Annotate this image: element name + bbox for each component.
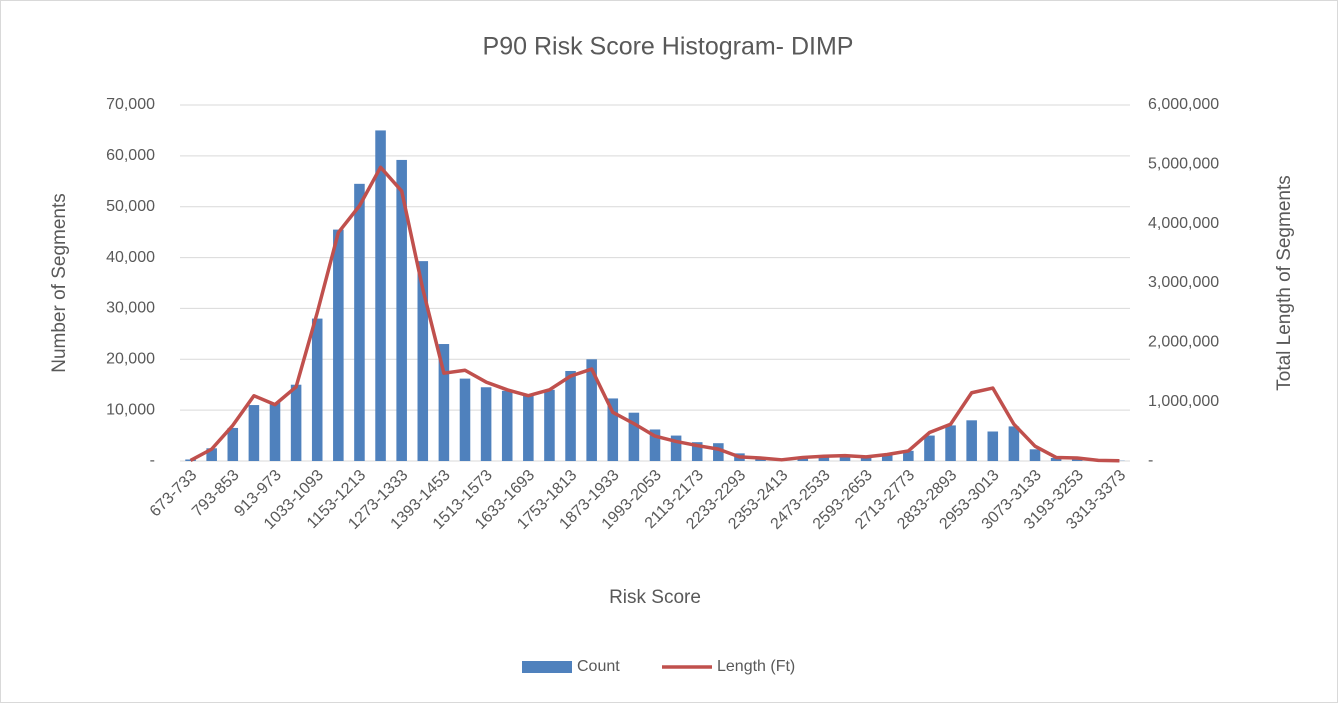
y-tick-label: 20,000: [106, 351, 155, 368]
y-tick-label: 10,000: [106, 401, 155, 418]
bar: [607, 398, 619, 461]
x-axis-title: Risk Score: [609, 587, 701, 608]
y2-tick-label: 4,000,000: [1148, 215, 1219, 232]
bar: [839, 455, 851, 461]
y-tick-label: 60,000: [106, 147, 155, 164]
bar: [966, 420, 977, 461]
bar: [565, 370, 576, 461]
bar: [501, 390, 513, 461]
bar: [903, 450, 914, 461]
bar: [354, 183, 365, 462]
bar: [333, 229, 344, 461]
bar: [691, 442, 703, 461]
bar: [459, 378, 471, 461]
bar: [269, 402, 281, 461]
bar: [924, 435, 935, 461]
y2-tick-label: 6,000,000: [1148, 96, 1219, 113]
legend-swatch: [522, 661, 572, 673]
bar: [417, 261, 429, 461]
bar: [628, 412, 640, 461]
chart-title: P90 Risk Score Histogram- DIMP: [483, 33, 854, 61]
y2-tick-label: 1,000,000: [1148, 393, 1219, 410]
bar: [375, 130, 386, 461]
y-tick-label: 30,000: [106, 300, 155, 317]
bar: [544, 389, 555, 461]
bar: [1050, 457, 1062, 461]
bar: [818, 456, 830, 461]
y2-tick-label: 2,000,000: [1148, 334, 1219, 351]
bar: [396, 159, 407, 461]
bar: [206, 448, 217, 461]
y-axis-title: Number of Segments: [49, 193, 70, 373]
bar: [649, 429, 661, 461]
legend-label: Length (Ft): [717, 658, 795, 675]
bar: [713, 443, 724, 461]
y-tick-label: 70,000: [106, 96, 155, 113]
y-tick-label: -: [150, 452, 155, 469]
bar: [670, 435, 682, 461]
bar: [881, 454, 893, 461]
legend-label: Count: [577, 658, 620, 675]
y2-tick-label: 3,000,000: [1148, 274, 1219, 291]
line: [189, 165, 1120, 463]
bar: [523, 395, 534, 461]
bar: [227, 427, 239, 461]
bar: [480, 387, 492, 461]
bar: [987, 431, 999, 461]
bar: [290, 384, 302, 461]
bar: [586, 359, 597, 461]
bar: [248, 405, 260, 461]
bar: [860, 456, 872, 461]
y-tick-label: 40,000: [106, 249, 155, 266]
bar: [1029, 449, 1041, 461]
bar: [438, 344, 450, 461]
bar: [311, 318, 323, 461]
y2-tick-label: -: [1148, 452, 1153, 469]
bar: [1008, 426, 1020, 461]
bar: [945, 425, 956, 461]
bar: [797, 457, 809, 461]
y-tick-label: 50,000: [106, 198, 155, 215]
y2-axis-title: Total Length of Segments: [1274, 175, 1295, 390]
y2-tick-label: 5,000,000: [1148, 156, 1219, 173]
